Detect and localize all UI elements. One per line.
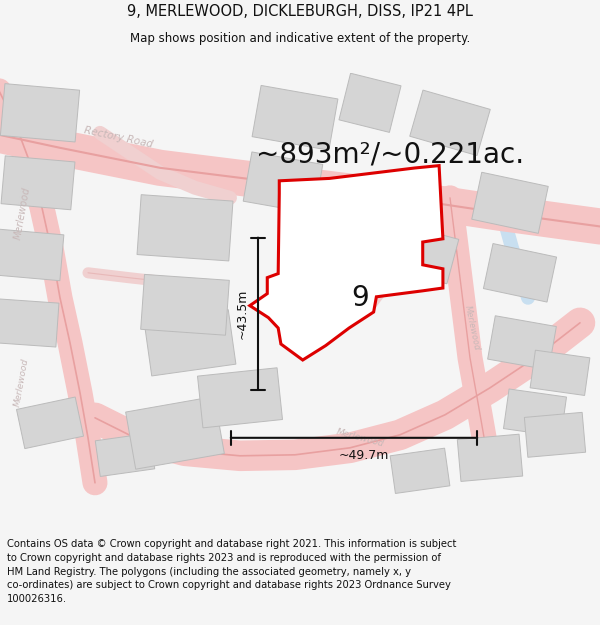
Polygon shape — [243, 152, 323, 214]
Polygon shape — [339, 73, 401, 132]
Polygon shape — [0, 229, 64, 281]
Text: 9, MERLEWOOD, DICKLEBURGH, DISS, IP21 4PL: 9, MERLEWOOD, DICKLEBURGH, DISS, IP21 4P… — [127, 4, 473, 19]
Polygon shape — [410, 90, 490, 156]
Polygon shape — [125, 396, 224, 469]
Polygon shape — [390, 448, 450, 494]
Text: ~49.7m: ~49.7m — [339, 449, 389, 462]
Polygon shape — [484, 244, 557, 302]
Polygon shape — [144, 309, 236, 376]
Text: Merlewood: Merlewood — [13, 358, 31, 408]
Polygon shape — [1, 156, 75, 210]
Polygon shape — [1, 84, 80, 142]
Polygon shape — [140, 274, 229, 335]
Polygon shape — [250, 166, 443, 360]
Text: Rectory Road: Rectory Road — [83, 126, 154, 150]
Text: Contains OS data © Crown copyright and database right 2021. This information is : Contains OS data © Crown copyright and d… — [7, 539, 457, 604]
Text: Merlewood: Merlewood — [335, 427, 385, 449]
Polygon shape — [472, 173, 548, 233]
Text: Me
rl
ew
oo
d: Me rl ew oo d — [298, 182, 308, 224]
Polygon shape — [457, 434, 523, 481]
Text: ~43.5m: ~43.5m — [235, 289, 248, 339]
Text: ~893m²/~0.221ac.: ~893m²/~0.221ac. — [256, 141, 524, 169]
Polygon shape — [252, 86, 338, 150]
Text: Merlewood: Merlewood — [13, 186, 32, 240]
Polygon shape — [488, 316, 556, 370]
Polygon shape — [197, 368, 283, 428]
Polygon shape — [0, 299, 59, 347]
Polygon shape — [95, 433, 155, 476]
Text: 9: 9 — [351, 284, 369, 312]
Polygon shape — [137, 194, 233, 261]
Polygon shape — [530, 350, 590, 396]
Text: Map shows position and indicative extent of the property.: Map shows position and indicative extent… — [130, 32, 470, 45]
Polygon shape — [16, 397, 83, 449]
Text: Merlewood: Merlewood — [463, 304, 481, 351]
Polygon shape — [503, 389, 566, 437]
Polygon shape — [524, 412, 586, 458]
Polygon shape — [381, 222, 459, 284]
